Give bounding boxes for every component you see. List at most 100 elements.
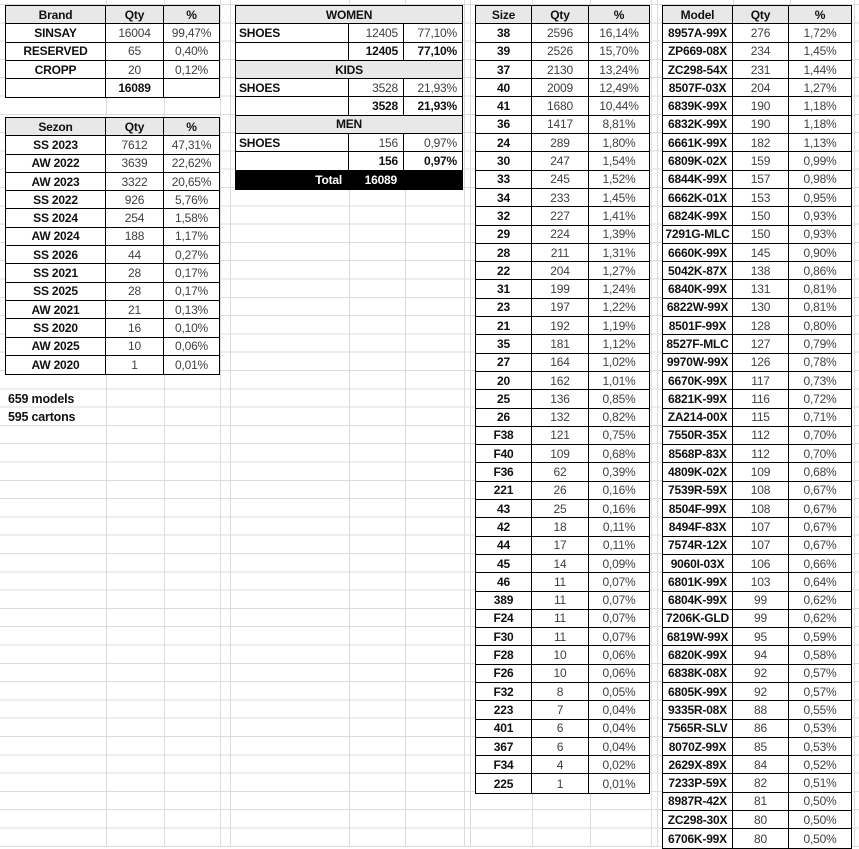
table-cell[interactable]: 121 — [532, 426, 589, 446]
table-cell[interactable]: 21 — [106, 300, 164, 320]
table-cell[interactable]: 20 — [476, 371, 532, 391]
section-header-cell[interactable]: WOMEN — [236, 6, 462, 25]
table-cell[interactable]: 2009 — [532, 79, 589, 98]
table-cell[interactable]: 0,07% — [589, 592, 649, 610]
table-cell[interactable]: 47,31% — [164, 136, 219, 155]
table-cell[interactable]: RESERVED — [6, 42, 106, 61]
table-cell[interactable]: 136 — [532, 390, 589, 409]
table-cell[interactable]: 0,12% — [164, 61, 219, 80]
table-cell[interactable]: 115 — [733, 408, 789, 427]
table-cell[interactable]: ZC298-54X — [663, 60, 733, 80]
cartons-count-note[interactable]: 595 cartons — [8, 410, 76, 424]
table-cell[interactable]: 199 — [532, 280, 589, 299]
table-cell[interactable]: 0,98% — [789, 171, 851, 189]
table-cell[interactable]: 80 — [733, 829, 789, 848]
table-cell[interactable]: AW 2020 — [6, 355, 106, 375]
subtotal-cell[interactable]: 16089 — [106, 79, 164, 98]
subtotal-cell[interactable] — [236, 42, 349, 61]
column-header-cell[interactable]: Sezon — [6, 118, 106, 137]
table-cell[interactable]: 0,55% — [789, 701, 851, 720]
table-cell[interactable]: 3639 — [106, 154, 164, 173]
table-cell[interactable]: 41 — [476, 97, 532, 116]
table-cell[interactable]: 1,45% — [789, 43, 851, 61]
table-cell[interactable]: 109 — [733, 463, 789, 482]
table-cell[interactable]: 0,06% — [589, 646, 649, 665]
column-header-cell[interactable]: Size — [476, 6, 532, 25]
table-cell[interactable]: SS 2020 — [6, 319, 106, 338]
table-cell[interactable]: 99 — [733, 591, 789, 610]
table-cell[interactable]: 7291G-MLC — [663, 225, 733, 244]
table-cell[interactable]: 29 — [476, 225, 532, 244]
table-cell[interactable]: 7565R-SLV — [663, 719, 733, 738]
table-cell[interactable]: 0,67% — [789, 482, 851, 501]
table-cell[interactable]: 8,81% — [589, 116, 649, 135]
table-cell[interactable]: 0,57% — [789, 665, 851, 683]
table-cell[interactable]: 26 — [532, 481, 589, 501]
table-cell[interactable]: 88 — [733, 701, 789, 720]
table-cell[interactable]: 145 — [733, 243, 789, 263]
table-cell[interactable]: 6832K-99X — [663, 115, 733, 135]
table-cell[interactable]: 0,16% — [589, 500, 649, 519]
table-cell[interactable]: 0,17% — [164, 283, 219, 301]
table-cell[interactable]: 926 — [106, 191, 164, 210]
table-cell[interactable]: 156 — [349, 134, 404, 153]
table-cell[interactable]: 0,64% — [789, 573, 851, 592]
total-cell[interactable] — [404, 170, 462, 189]
table-cell[interactable]: 153 — [733, 188, 789, 208]
table-cell[interactable]: 0,93% — [789, 207, 851, 226]
table-cell[interactable]: 16 — [106, 319, 164, 338]
table-cell[interactable]: 35 — [476, 335, 532, 354]
table-cell[interactable]: 0,09% — [589, 555, 649, 574]
table-cell[interactable]: 0,59% — [789, 628, 851, 647]
table-cell[interactable]: 247 — [532, 152, 589, 171]
table-cell[interactable]: 20,65% — [164, 173, 219, 192]
table-cell[interactable]: 0,67% — [789, 537, 851, 555]
table-cell[interactable]: 1,22% — [589, 299, 649, 318]
table-cell[interactable]: 289 — [532, 134, 589, 153]
table-cell[interactable]: F40 — [476, 445, 532, 464]
table-cell[interactable]: SS 2022 — [6, 191, 106, 210]
table-cell[interactable]: 128 — [733, 317, 789, 336]
table-cell[interactable]: 224 — [532, 225, 589, 244]
table-cell[interactable]: 0,72% — [789, 390, 851, 409]
table-cell[interactable]: 159 — [733, 152, 789, 171]
table-cell[interactable]: 6662K-01X — [663, 188, 733, 208]
table-cell[interactable]: 0,40% — [164, 43, 219, 61]
table-cell[interactable]: 0,78% — [789, 354, 851, 372]
table-cell[interactable]: 188 — [106, 227, 164, 247]
table-cell[interactable]: 46 — [476, 573, 532, 592]
table-cell[interactable]: 15,70% — [589, 43, 649, 61]
table-cell[interactable]: 25 — [476, 390, 532, 409]
subtotal-cell[interactable] — [6, 79, 106, 98]
table-cell[interactable]: SS 2026 — [6, 246, 106, 265]
table-cell[interactable]: F30 — [476, 628, 532, 647]
table-cell[interactable]: 223 — [476, 701, 532, 720]
table-cell[interactable]: 1,19% — [589, 317, 649, 336]
table-cell[interactable]: 45 — [476, 554, 532, 574]
table-cell[interactable]: 0,82% — [589, 409, 649, 427]
table-cell[interactable]: 77,10% — [404, 24, 462, 43]
table-cell[interactable]: 42 — [476, 518, 532, 537]
table-cell[interactable]: 82 — [733, 774, 789, 793]
table-cell[interactable]: 5042K-87X — [663, 262, 733, 281]
table-cell[interactable]: 8987R-42X — [663, 792, 733, 812]
table-cell[interactable]: 1,45% — [589, 189, 649, 208]
table-cell[interactable]: 1417 — [532, 115, 589, 135]
table-cell[interactable]: 8957A-99X — [663, 24, 733, 43]
table-cell[interactable]: 62 — [532, 463, 589, 482]
table-cell[interactable]: 10,44% — [589, 97, 649, 116]
table-cell[interactable]: SS 2023 — [6, 136, 106, 155]
table-cell[interactable]: 38 — [476, 24, 532, 43]
table-cell[interactable]: 22 — [476, 262, 532, 281]
table-cell[interactable]: F36 — [476, 463, 532, 482]
table-cell[interactable]: 1 — [106, 355, 164, 375]
table-cell[interactable]: 190 — [733, 97, 789, 116]
table-cell[interactable]: 117 — [733, 371, 789, 391]
table-cell[interactable]: 7 — [532, 701, 589, 720]
table-cell[interactable]: 225 — [476, 774, 532, 793]
table-cell[interactable]: 0,99% — [789, 152, 851, 171]
table-cell[interactable]: 12405 — [349, 24, 404, 43]
table-cell[interactable]: 8494F-83X — [663, 518, 733, 537]
table-cell[interactable]: 7539R-59X — [663, 481, 733, 501]
column-header-cell[interactable]: % — [589, 6, 649, 25]
